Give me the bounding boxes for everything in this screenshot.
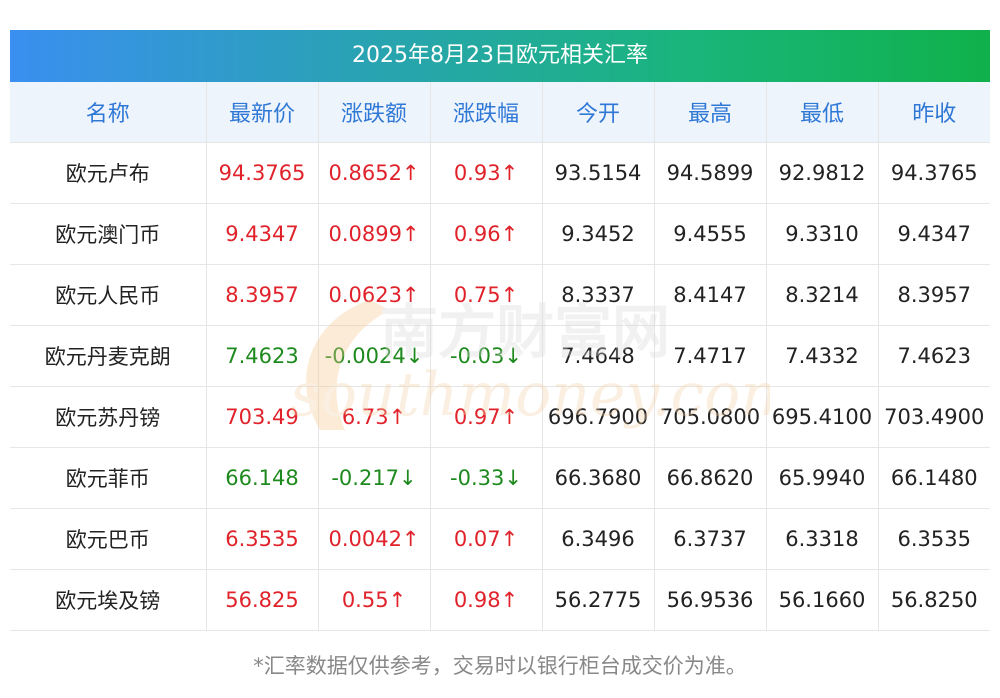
cell-low: 8.3214 bbox=[766, 264, 879, 326]
cell-change-percent: -0.33↓ bbox=[430, 447, 543, 509]
cell-open: 9.3452 bbox=[542, 203, 655, 265]
cell-prev-close: 6.3535 bbox=[878, 508, 990, 570]
cell-high: 705.0800 bbox=[654, 386, 767, 448]
cell-name: 欧元卢布 bbox=[10, 142, 207, 204]
table-row: 欧元菲币 66.148 -0.217↓ -0.33↓ 66.3680 66.8620 65.… bbox=[10, 447, 990, 509]
cell-high: 9.4555 bbox=[654, 203, 767, 265]
cell-open: 56.2775 bbox=[542, 569, 655, 631]
column-header-change: 涨跌额 bbox=[318, 82, 431, 143]
cell-name: 欧元巴币 bbox=[10, 508, 207, 570]
column-header-name: 名称 bbox=[10, 82, 207, 143]
cell-change: 0.55↑ bbox=[318, 569, 431, 631]
cell-change: 0.0899↑ bbox=[318, 203, 431, 265]
rates-table: 名称 最新价 涨跌额 涨跌幅 今开 最高 最低 昨收 欧元卢布 94.3765 0.… bbox=[10, 82, 990, 631]
cell-change: -0.217↓ bbox=[318, 447, 431, 509]
table-header-row: 名称 最新价 涨跌额 涨跌幅 今开 最高 最低 昨收 bbox=[10, 82, 990, 143]
cell-open: 66.3680 bbox=[542, 447, 655, 509]
cell-open: 7.4648 bbox=[542, 325, 655, 387]
cell-prev-close: 94.3765 bbox=[878, 142, 990, 204]
cell-prev-close: 8.3957 bbox=[878, 264, 990, 326]
cell-high: 8.4147 bbox=[654, 264, 767, 326]
cell-change-percent: 0.07↑ bbox=[430, 508, 543, 570]
cell-name: 欧元埃及镑 bbox=[10, 569, 207, 631]
column-header-change-percent: 涨跌幅 bbox=[430, 82, 543, 143]
table-row: 欧元巴币 6.3535 0.0042↑ 0.07↑ 6.3496 6.3737 6.3318… bbox=[10, 508, 990, 570]
cell-high: 94.5899 bbox=[654, 142, 767, 204]
cell-change: 0.0042↑ bbox=[318, 508, 431, 570]
cell-high: 66.8620 bbox=[654, 447, 767, 509]
column-header-open: 今开 bbox=[542, 82, 655, 143]
column-header-latest: 最新价 bbox=[206, 82, 319, 143]
cell-change-percent: 0.75↑ bbox=[430, 264, 543, 326]
cell-low: 92.9812 bbox=[766, 142, 879, 204]
cell-name: 欧元澳门币 bbox=[10, 203, 207, 265]
cell-change-percent: 0.97↑ bbox=[430, 386, 543, 448]
table-row: 欧元人民币 8.3957 0.0623↑ 0.75↑ 8.3337 8.4147 8.321… bbox=[10, 264, 990, 326]
cell-name: 欧元苏丹镑 bbox=[10, 386, 207, 448]
cell-change-percent: 0.96↑ bbox=[430, 203, 543, 265]
cell-latest: 8.3957 bbox=[206, 264, 319, 326]
cell-latest: 94.3765 bbox=[206, 142, 319, 204]
table-row: 欧元苏丹镑 703.49 6.73↑ 0.97↑ 696.7900 705.0800 695… bbox=[10, 386, 990, 448]
cell-latest: 6.3535 bbox=[206, 508, 319, 570]
table-row: 欧元丹麦克朗 7.4623 -0.0024↓ -0.03↓ 7.4648 7.4717 7.… bbox=[10, 325, 990, 387]
cell-low: 65.9940 bbox=[766, 447, 879, 509]
cell-change-percent: 0.93↑ bbox=[430, 142, 543, 204]
column-header-low: 最低 bbox=[766, 82, 879, 143]
table-row: 欧元埃及镑 56.825 0.55↑ 0.98↑ 56.2775 56.9536 56.16… bbox=[10, 569, 990, 631]
cell-prev-close: 9.4347 bbox=[878, 203, 990, 265]
cell-prev-close: 703.4900 bbox=[878, 386, 990, 448]
page-title: 2025年8月23日欧元相关汇率 bbox=[10, 30, 990, 82]
cell-latest: 66.148 bbox=[206, 447, 319, 509]
cell-latest: 703.49 bbox=[206, 386, 319, 448]
disclaimer-footnote: *汇率数据仅供参考，交易时以银行柜台成交价为准。 bbox=[253, 654, 747, 678]
cell-low: 56.1660 bbox=[766, 569, 879, 631]
cell-name: 欧元人民币 bbox=[10, 264, 207, 326]
cell-open: 696.7900 bbox=[542, 386, 655, 448]
column-header-high: 最高 bbox=[654, 82, 767, 143]
cell-latest: 56.825 bbox=[206, 569, 319, 631]
cell-prev-close: 56.8250 bbox=[878, 569, 990, 631]
column-header-prev-close: 昨收 bbox=[878, 82, 990, 143]
cell-prev-close: 7.4623 bbox=[878, 325, 990, 387]
cell-change: 6.73↑ bbox=[318, 386, 431, 448]
cell-name: 欧元丹麦克朗 bbox=[10, 325, 207, 387]
table-row: 欧元澳门币 9.4347 0.0899↑ 0.96↑ 9.3452 9.4555 9.331… bbox=[10, 203, 990, 265]
cell-high: 7.4717 bbox=[654, 325, 767, 387]
cell-low: 9.3310 bbox=[766, 203, 879, 265]
cell-change: 0.0623↑ bbox=[318, 264, 431, 326]
cell-high: 6.3737 bbox=[654, 508, 767, 570]
cell-change: -0.0024↓ bbox=[318, 325, 431, 387]
cell-change-percent: -0.03↓ bbox=[430, 325, 543, 387]
cell-high: 56.9536 bbox=[654, 569, 767, 631]
cell-latest: 9.4347 bbox=[206, 203, 319, 265]
cell-latest: 7.4623 bbox=[206, 325, 319, 387]
table-row: 欧元卢布 94.3765 0.8652↑ 0.93↑ 93.5154 94.5899 92.… bbox=[10, 142, 990, 204]
cell-change-percent: 0.98↑ bbox=[430, 569, 543, 631]
cell-open: 6.3496 bbox=[542, 508, 655, 570]
cell-open: 8.3337 bbox=[542, 264, 655, 326]
cell-name: 欧元菲币 bbox=[10, 447, 207, 509]
cell-low: 7.4332 bbox=[766, 325, 879, 387]
cell-low: 6.3318 bbox=[766, 508, 879, 570]
cell-prev-close: 66.1480 bbox=[878, 447, 990, 509]
cell-open: 93.5154 bbox=[542, 142, 655, 204]
cell-change: 0.8652↑ bbox=[318, 142, 431, 204]
cell-low: 695.4100 bbox=[766, 386, 879, 448]
